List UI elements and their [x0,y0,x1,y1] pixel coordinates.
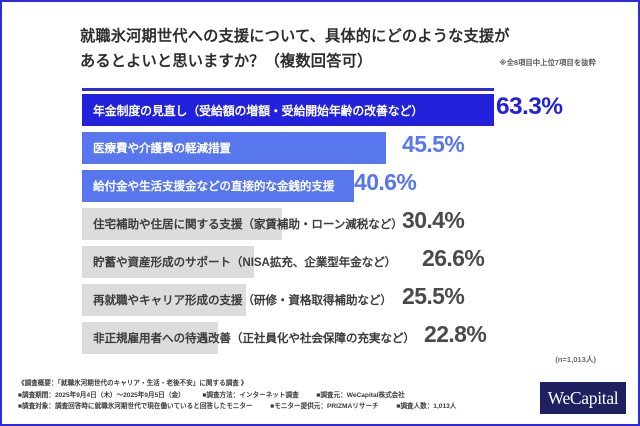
wecapital-logo-text: WeCapital [547,387,619,408]
question-line-2: あるとよいと思いますか？（複数回答可） [80,53,373,70]
chart-row: 非正規雇用者への待遇改善（正社員化や社会保障の充実など） 22.8% [82,321,602,358]
bar-track: 貯蓄や資産形成のサポート（NISA拡充、企業型年金など） [82,246,396,278]
chart-row: 年金制度の見直し（受給額の増額・受給開始年齢の改善など） 63.3% [82,93,602,130]
bar-track: 住宅補助や住居に関する支援（家賃補助・ローン減税など） [82,208,403,240]
bar-value: 45.5% [402,131,465,157]
bar-value: 63.3% [496,93,563,120]
header-note: ※全8項目中上位7項目を抜粋 [499,58,596,67]
footer-line-1: 《調査概要：「就職氷河期世代のキャリア・生活・老後不安」に関する調査 》 [18,380,248,387]
chart-row: 給付金や生活支援金などの直接的な金銭的支援 40.6% [82,169,602,206]
footer-sample-count: ■調査人数：1,013人 [396,403,457,411]
footer-survey-period: ■調査期間：2025年9月4日（木）～2025年9月5日（金） [18,391,185,399]
bar-track: 年金制度の見直し（受給額の増額・受給開始年齢の改善など） [82,94,494,126]
footer-survey-source: ■調査元：WeCapital株式会社 [316,391,405,399]
chart-row: 貯蓄や資産形成のサポート（NISA拡充、企業型年金など） 26.6% [82,245,602,282]
bar-value: 25.5% [402,283,465,309]
footer-survey-method: ■調査方法：インターネット調査 [202,391,299,399]
bar-chart: 年金制度の見直し（受給額の増額・受給開始年齢の改善など） 63.3% 医療費や介… [82,93,602,360]
bar-track: 非正規雇用者への待遇改善（正社員化や社会保障の充実など） [82,322,415,354]
sample-size-note: (n=1,013人) [555,355,596,364]
bar-label: 給付金や生活支援金などの直接的な金銭的支援 [93,180,335,193]
bar-value: 40.6% [354,169,417,195]
footer-line-3: ■調査対象：調査回答時に就職氷河期世代で現在働いていると回答したモニター ■モニ… [18,401,488,413]
footer-survey-details: 《調査概要：「就職氷河期世代のキャリア・生活・老後不安」に関する調査 》 ■調査… [18,378,488,413]
bar-label: 医療費や介護費の軽減措置 [93,142,231,155]
bar-value: 30.4% [402,207,465,233]
bar-track: 再就職やキャリア形成の支援（研修・資格取得補助など） [82,284,392,316]
chart-row: 再就職やキャリア形成の支援（研修・資格取得補助など） 25.5% [82,283,602,320]
bar-label: 住宅補助や住居に関する支援（家賃補助・ローン減税など） [93,218,403,231]
bar-label: 年金制度の見直し（受給額の増額・受給開始年齢の改善など） [93,103,424,118]
wecapital-logo: WeCapital [540,382,626,414]
accent-divider [82,88,494,91]
footer-line-2: ■調査期間：2025年9月4日（木）～2025年9月5日（金） ■調査方法：イン… [18,390,488,402]
chart-row: 住宅補助や住居に関する支援（家賃補助・ローン減税など） 30.4% [82,207,602,244]
bar-value: 22.8% [424,321,487,347]
footer-survey-target: ■調査対象：調査回答時に就職氷河期世代で現在働いていると回答したモニター [18,403,253,411]
bar-label: 再就職やキャリア形成の支援（研修・資格取得補助など） [93,294,392,307]
page-title: 就職氷河期世代への支援について、具体的にどのような支援が あるとよいと思いますか… [80,24,600,74]
chart-row: 医療費や介護費の軽減措置 45.5% [82,131,602,168]
footer-monitor-provider: ■モニター提供元：PRIZMAリサーチ [270,403,379,411]
bar-value: 26.6% [422,245,485,271]
bar-track: 給付金や生活支援金などの直接的な金銭的支援 [82,170,354,202]
question-line-1: 就職氷河期世代への支援について、具体的にどのような支援が [80,28,510,45]
bar-track: 医療費や介護費の軽減措置 [82,132,386,164]
bar-label: 貯蓄や資産形成のサポート（NISA拡充、企業型年金など） [93,256,397,269]
bar-label: 非正規雇用者への待遇改善（正社員化や社会保障の充実など） [93,332,415,345]
